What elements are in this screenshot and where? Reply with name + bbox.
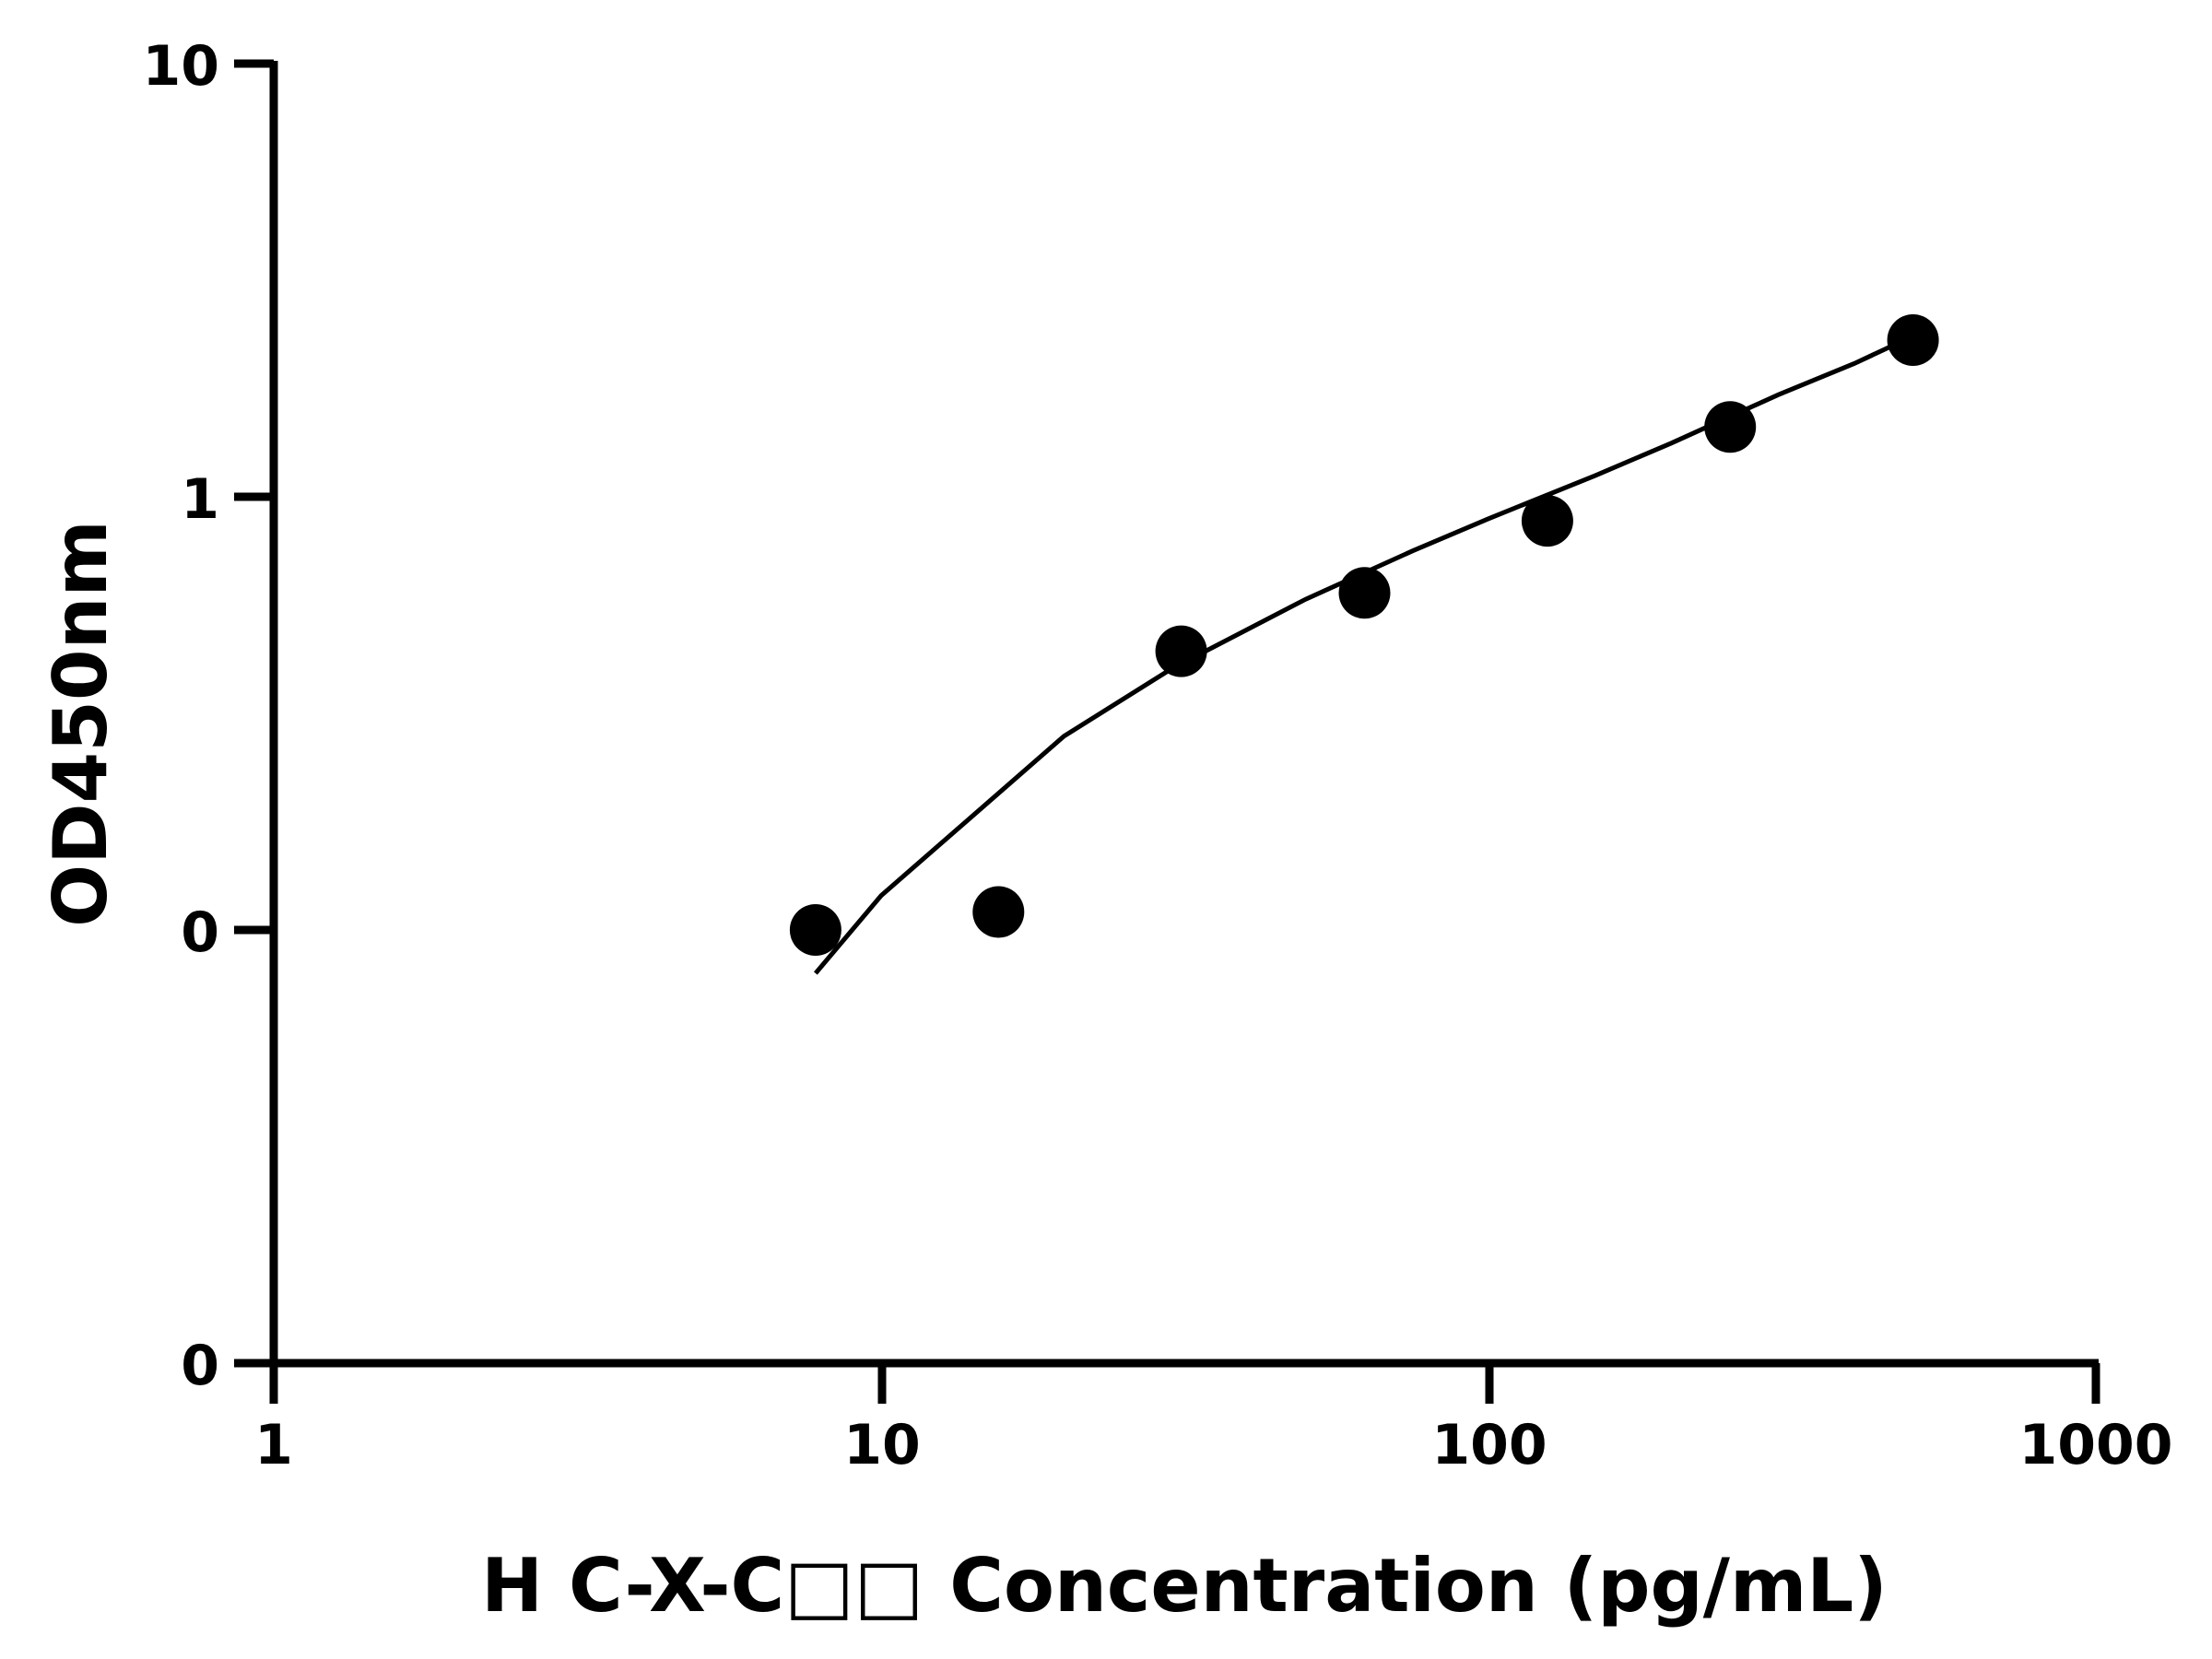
data-point (1338, 567, 1391, 619)
y-tick-label: 0 (181, 900, 219, 965)
y-tick-label: 10 (143, 34, 220, 99)
data-point (1155, 625, 1207, 677)
x-tick-label: 1 (254, 1413, 293, 1477)
x-tick-label: 10 (843, 1413, 921, 1477)
data-point (1704, 401, 1757, 453)
data-point (1887, 314, 1939, 366)
data-point (972, 886, 1025, 938)
x-tick-label: 100 (1431, 1413, 1547, 1477)
data-point (1521, 495, 1573, 547)
fit-curve (813, 334, 1914, 975)
data-point (789, 904, 841, 956)
y-tick-label: 1 (181, 467, 219, 532)
fit-curve-layer (813, 334, 1914, 975)
x-tick-label: 1000 (2019, 1413, 2173, 1477)
y-tick-label: 0 (181, 1334, 219, 1398)
x-axis-title: H C-X-C□□ Concentration (pg/mL) (481, 1543, 1888, 1629)
data-points-layer (789, 314, 1939, 956)
y-axis-title: OD450nm (38, 520, 124, 927)
